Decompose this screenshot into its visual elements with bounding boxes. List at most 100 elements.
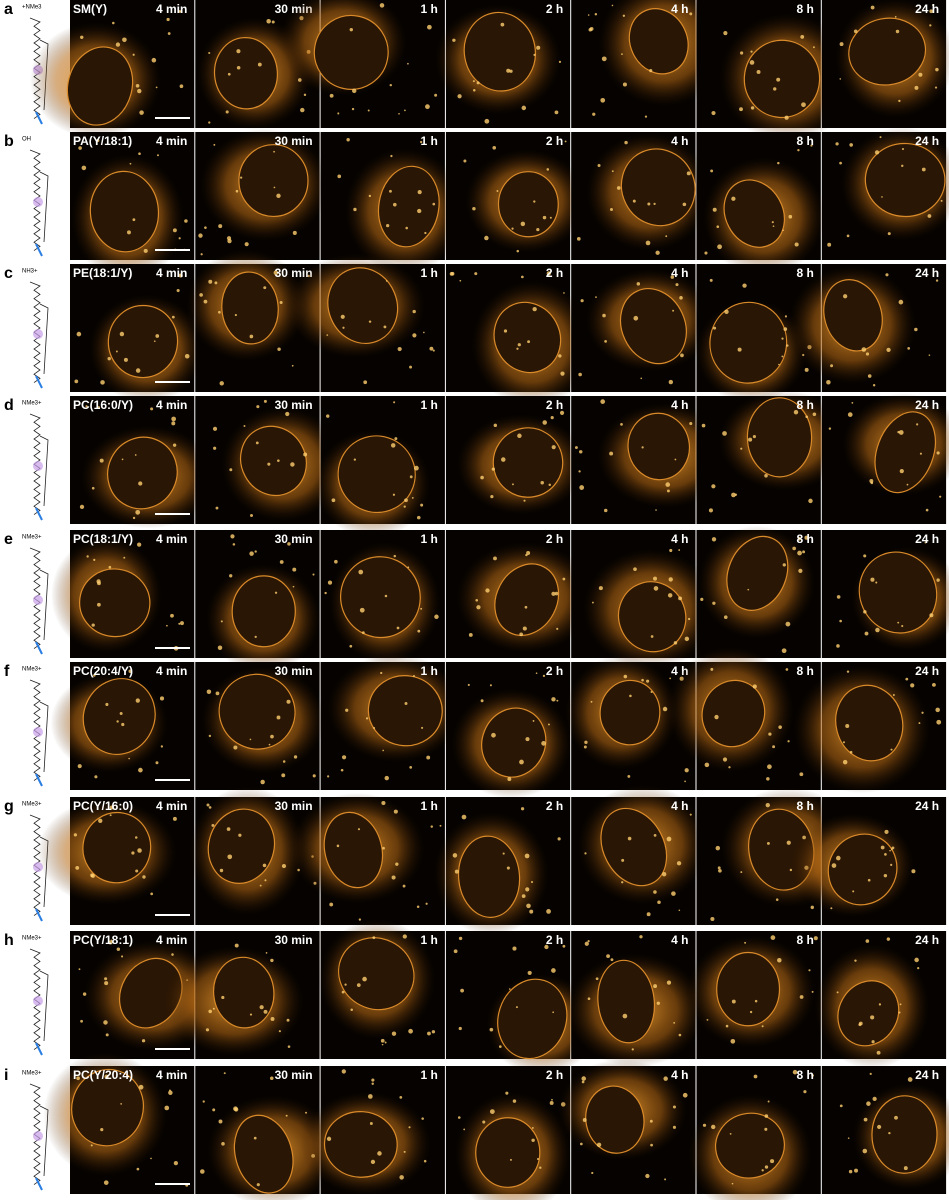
vesicle — [142, 875, 146, 879]
vesicle — [411, 496, 414, 499]
vesicle — [100, 380, 105, 385]
vesicle — [714, 714, 719, 720]
vesicle — [678, 549, 681, 551]
vesicle — [143, 248, 148, 253]
compound-label: PC(Y/20:4) — [73, 1068, 133, 1082]
vesicle — [542, 215, 547, 220]
cell-image — [324, 542, 441, 664]
vesicle — [591, 1171, 594, 1175]
time-label: 2 h — [546, 2, 563, 16]
vesicle — [709, 278, 713, 282]
vesicle — [431, 1030, 436, 1034]
vesicle — [549, 1101, 554, 1105]
vesicle — [532, 306, 537, 312]
vesicle — [97, 602, 101, 607]
vesicle — [508, 988, 511, 990]
vesicle — [485, 588, 490, 593]
vesicle — [132, 516, 136, 520]
vesicle — [636, 282, 641, 286]
vesicle — [393, 809, 398, 814]
vesicle — [484, 118, 490, 124]
vesicle — [668, 379, 674, 385]
vesicle — [496, 190, 499, 192]
vesicle — [463, 1128, 466, 1131]
vesicle — [417, 190, 422, 195]
vesicle — [334, 559, 338, 564]
vesicle — [836, 991, 839, 994]
nucleus — [746, 397, 813, 478]
vesicle — [813, 46, 815, 49]
time-label: 4 min — [156, 1068, 187, 1082]
vesicle — [104, 1074, 109, 1079]
vesicle — [397, 346, 402, 352]
vesicle — [230, 534, 235, 539]
cell-image — [449, 271, 593, 408]
vesicle — [253, 1136, 257, 1140]
time-label: 24 h — [915, 799, 939, 813]
vesicle — [742, 283, 747, 288]
structure-chain — [39, 569, 49, 641]
vesicle — [531, 1126, 534, 1129]
vesicle — [574, 446, 578, 450]
vesicle — [358, 918, 362, 921]
vesicle — [846, 670, 850, 673]
vesicle — [115, 350, 118, 353]
vesicle — [592, 112, 596, 116]
vesicle — [781, 355, 784, 358]
vesicle — [507, 777, 512, 782]
vesicle — [303, 452, 308, 457]
vesicle — [358, 569, 364, 575]
vesicle — [519, 632, 524, 637]
vesicle — [532, 719, 535, 722]
vesicle — [409, 365, 412, 369]
nucleus — [221, 271, 279, 345]
time-label: 4 min — [156, 933, 187, 947]
vesicle — [151, 57, 157, 63]
vesicle — [99, 458, 104, 463]
vesicle — [551, 1098, 553, 1101]
vesicle — [813, 936, 818, 941]
vesicle — [884, 853, 887, 856]
time-label: 4 h — [671, 933, 688, 947]
vesicle — [439, 824, 442, 827]
vesicle — [419, 140, 423, 144]
vesicle — [380, 671, 383, 675]
vesicle — [883, 873, 888, 878]
vesicle — [750, 50, 753, 53]
vesicle — [633, 567, 637, 572]
vesicle — [416, 905, 420, 908]
vesicle — [918, 722, 921, 725]
vesicle — [579, 485, 585, 490]
vesicle — [232, 543, 236, 546]
vesicle — [399, 1096, 403, 1099]
vesicle — [656, 1001, 660, 1005]
time-label: 1 h — [421, 532, 438, 546]
vesicle — [846, 234, 850, 238]
structure-alkyne — [35, 1042, 43, 1056]
vesicle — [521, 105, 527, 111]
vesicle — [509, 69, 513, 73]
nucleus — [337, 435, 416, 514]
vesicle — [863, 1117, 868, 1122]
vesicle — [836, 855, 841, 861]
structure-head-label: NMe3+ — [22, 535, 42, 541]
vesicle — [647, 202, 651, 206]
vesicle — [166, 17, 170, 22]
vesicle — [524, 605, 528, 609]
vesicle — [546, 908, 551, 914]
vesicle — [914, 327, 918, 332]
nucleus — [494, 563, 560, 636]
cell-image — [451, 672, 572, 799]
vesicle — [594, 12, 598, 16]
structure-alkyne — [35, 641, 43, 655]
vesicle — [934, 86, 938, 89]
time-label: 8 h — [796, 398, 813, 412]
structure-chain — [39, 701, 49, 773]
vesicle — [764, 1127, 768, 1131]
cell-image — [577, 784, 709, 917]
vesicle — [457, 1116, 461, 1119]
cell-image — [200, 1072, 339, 1200]
vesicle — [640, 377, 643, 380]
vesicle — [427, 24, 432, 30]
vesicle — [286, 1018, 290, 1022]
